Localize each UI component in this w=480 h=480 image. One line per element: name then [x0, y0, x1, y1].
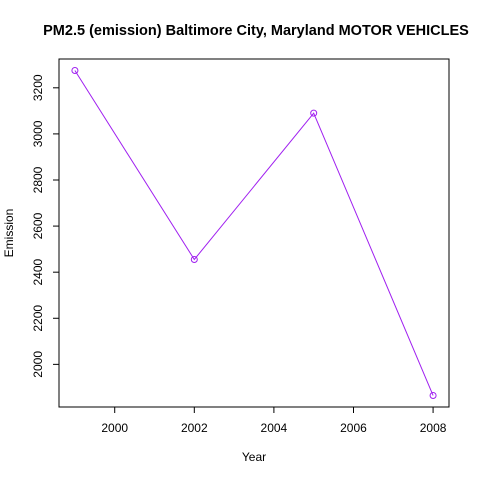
- x-tick-label: 2008: [420, 421, 447, 435]
- x-tick-label: 2004: [261, 421, 288, 435]
- data-point: [310, 109, 318, 117]
- y-axis: 2000 2200 2400 2600 2800 3000 3200: [31, 74, 59, 378]
- y-tick-label: 2600: [31, 212, 45, 239]
- data-point: [429, 391, 437, 399]
- x-tick-label: 2002: [181, 421, 208, 435]
- y-tick-label: 3200: [31, 74, 45, 101]
- x-axis-label: Year: [242, 450, 266, 464]
- data-point: [190, 256, 198, 264]
- plot-frame: [58, 58, 450, 408]
- x-tick-label: 2006: [340, 421, 367, 435]
- y-tick-label: 2200: [31, 305, 45, 332]
- data-point: [71, 67, 79, 75]
- y-tick-label: 2000: [31, 351, 45, 378]
- series-line: [71, 67, 437, 399]
- x-axis: 2000 2002 2004 2006 2008: [101, 407, 447, 435]
- chart-title: PM2.5 (emission) Baltimore City, Marylan…: [43, 23, 469, 39]
- y-tick-label: 2400: [31, 259, 45, 286]
- y-tick-label: 2800: [31, 166, 45, 193]
- y-tick-label: 3000: [31, 120, 45, 147]
- x-tick-label: 2000: [101, 421, 128, 435]
- series-path: [74, 70, 434, 396]
- y-axis-label: Emission: [2, 209, 16, 258]
